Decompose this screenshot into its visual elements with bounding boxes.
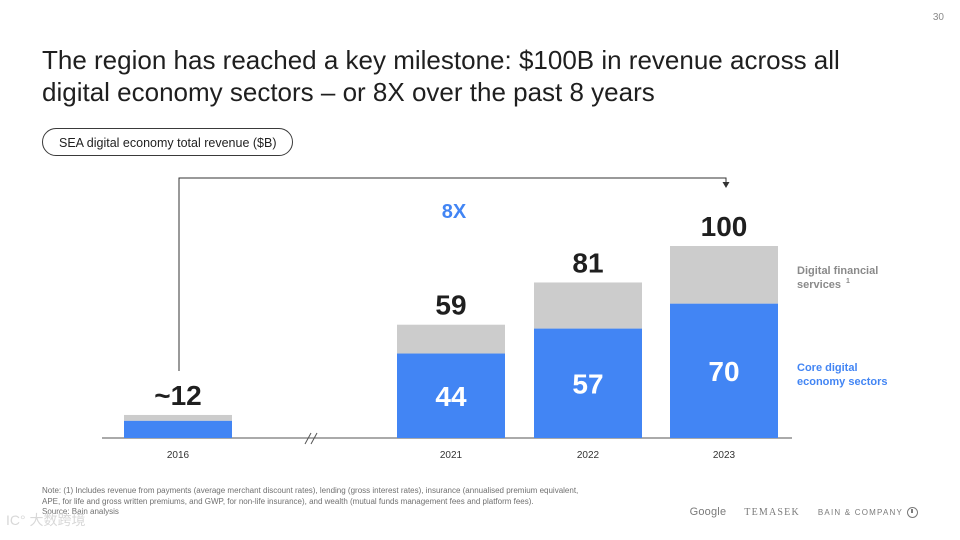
note-line-1: Note: (1) Includes revenue from payments… — [42, 486, 579, 495]
growth-label: 8X — [442, 201, 467, 223]
bar-dfs-2022 — [534, 282, 642, 329]
note-line-2: APE, for life and gross written premiums… — [42, 496, 534, 506]
total-value-label: 59 — [435, 290, 466, 321]
bar-dfs-2021 — [397, 324, 505, 354]
bar-dfs-2016 — [124, 414, 232, 421]
axis-break-mark — [310, 432, 318, 445]
axis-break-mark — [304, 432, 312, 445]
core-value-label: 44 — [435, 381, 467, 412]
core-value-label: 57 — [572, 368, 603, 399]
chart-label-pill: SEA digital economy total revenue ($B) — [42, 128, 294, 156]
footnote: Note: (1) Includes revenue from payments… — [42, 486, 692, 518]
growth-arrow-head — [722, 182, 730, 188]
page-title: The region has reached a key milestone: … — [42, 45, 840, 107]
google-logo: Google — [689, 506, 727, 518]
x-tick-label: 2016 — [167, 450, 190, 461]
x-tick-label: 2022 — [577, 450, 600, 461]
total-value-label: 100 — [701, 211, 748, 242]
bain-logo: BAIN & COMPANY — [817, 506, 918, 518]
bar-core-2023 — [670, 303, 778, 438]
watermark: IC° 大数跨境 — [6, 512, 86, 528]
bain-logo-text: BAIN & COMPANY — [817, 507, 903, 517]
x-tick-label: 2023 — [713, 450, 736, 461]
page-number: 30 — [932, 12, 944, 23]
bar-core-2022 — [534, 328, 642, 438]
partner-logos: Google TEMASEK BAIN & COMPANY — [690, 506, 918, 518]
legend-core-line1: Core digital — [797, 362, 858, 374]
core-value-label: 70 — [708, 356, 739, 387]
legend-core-line2: economy sectors — [797, 376, 887, 388]
legend-dfs-line1: Digital financial — [797, 265, 878, 277]
bain-mark-icon — [907, 506, 918, 518]
temasek-logo: TEMASEK — [744, 506, 800, 518]
source-line: Source: Bain analysis — [42, 507, 119, 516]
total-value-label: ~12 — [154, 380, 202, 411]
legend-dfs-line2: services — [797, 279, 841, 291]
x-tick-label: 2021 — [440, 450, 463, 461]
total-value-label: 81 — [572, 247, 603, 278]
bar-core-2021 — [397, 353, 505, 438]
revenue-bar-chart: ~12 2016 44 59 2021 57 81 2022 70 100 2023 8X Digita… — [102, 177, 887, 461]
bar-core-2016 — [124, 420, 232, 438]
bar-dfs-2023 — [670, 246, 778, 304]
legend-dfs-superscript: 1 — [846, 278, 850, 285]
